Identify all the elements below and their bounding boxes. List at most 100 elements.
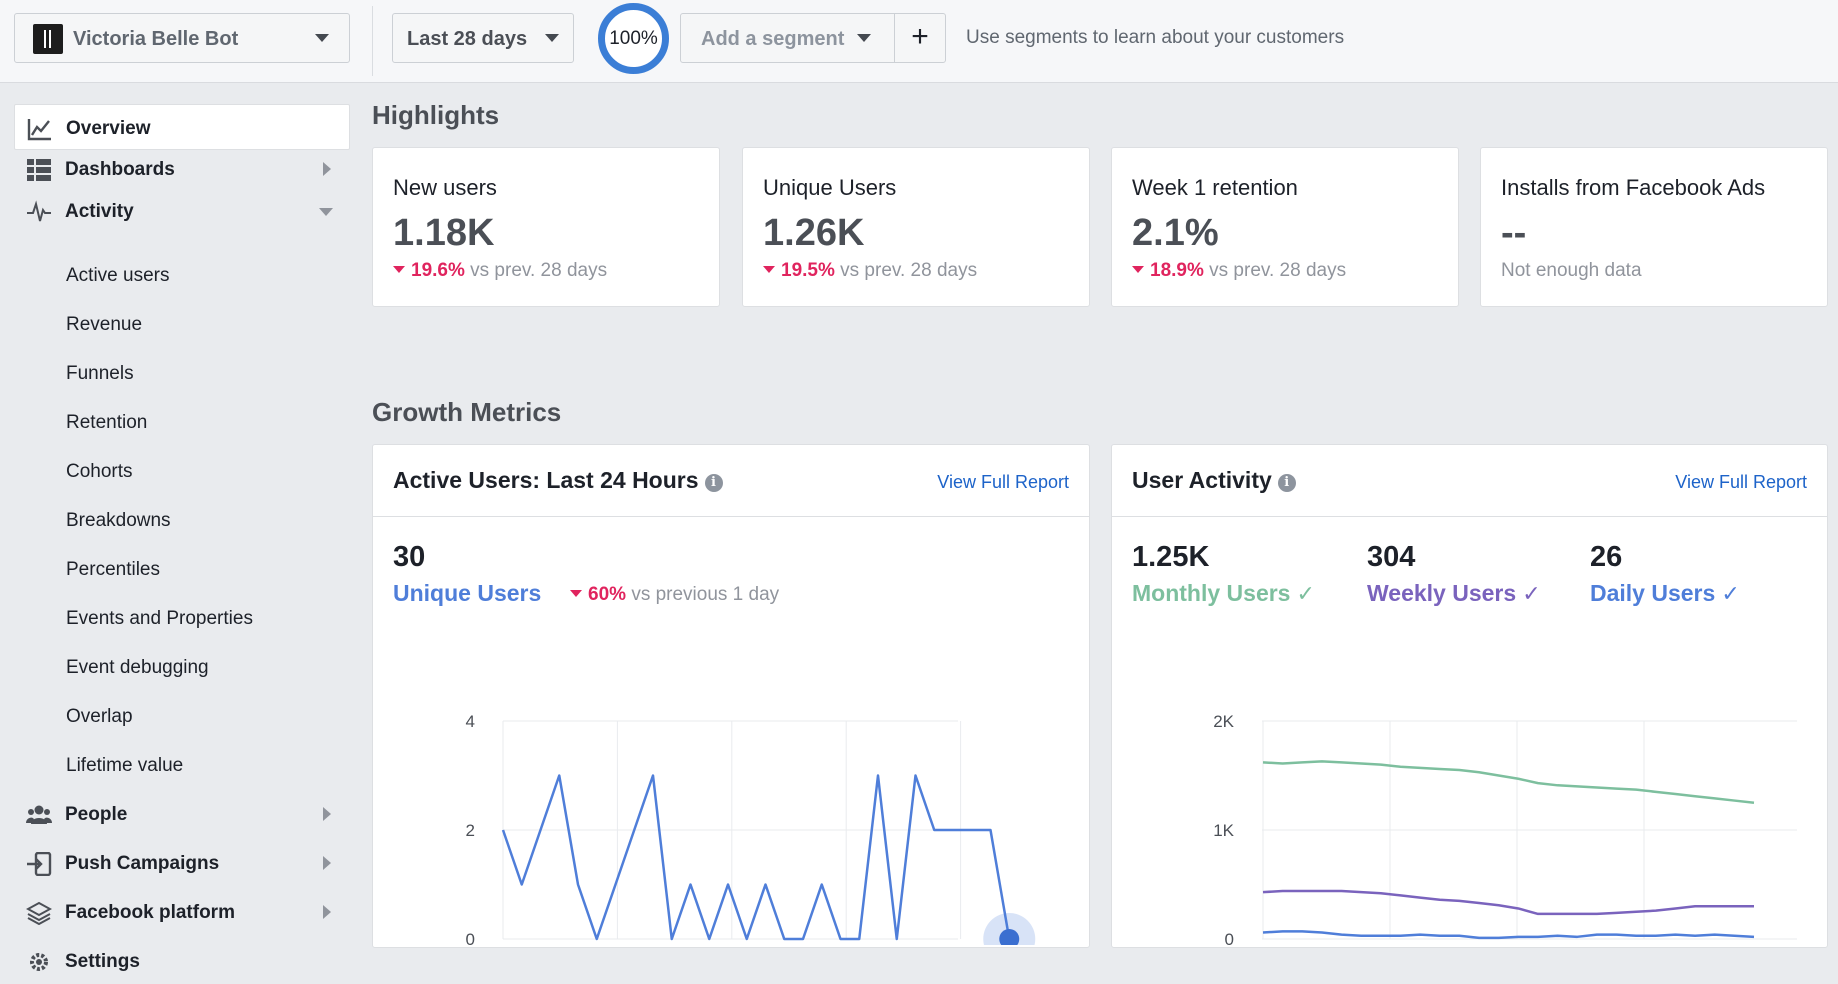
change-suffix: vs prev. 28 days bbox=[470, 260, 608, 281]
active-users-chart[interactable]: 42000:0006:0012:0018:0000:00 bbox=[373, 605, 1089, 945]
sidebar-item-overview[interactable]: Overview bbox=[14, 104, 350, 150]
trend-down-icon bbox=[1132, 266, 1144, 273]
app-logo bbox=[33, 24, 63, 54]
sidebar-subitem-retention[interactable]: Retention bbox=[66, 412, 148, 433]
card-title-text: Active Users: Last 24 Hours bbox=[393, 467, 699, 493]
sidebar-item-label: Overview bbox=[66, 118, 151, 139]
sidebar-item-activity[interactable]: Activity bbox=[14, 188, 350, 234]
highlight-value: -- bbox=[1501, 212, 1527, 254]
change-percent: 19.6% bbox=[411, 260, 465, 281]
card-header: Active Users: Last 24 Hours i View Full R… bbox=[373, 445, 1089, 517]
series-line bbox=[501, 774, 1011, 941]
sidebar-subitem-cohorts[interactable]: Cohorts bbox=[66, 461, 133, 482]
daily-users-value: 26 bbox=[1590, 541, 1623, 573]
sidebar-subitem-funnels[interactable]: Funnels bbox=[66, 363, 134, 384]
card-title-text: User Activity bbox=[1132, 467, 1272, 493]
series-line bbox=[1262, 889, 1754, 916]
sidebar-item-settings[interactable]: Settings bbox=[14, 938, 350, 984]
sidebar-item-dashboards[interactable]: Dashboards bbox=[14, 146, 350, 192]
gear-icon bbox=[30, 953, 48, 971]
weekly-users-toggle[interactable]: Weekly Users ✓ bbox=[1367, 580, 1541, 607]
sidebar-subitem-active-users[interactable]: Active users bbox=[66, 265, 170, 286]
highlight-value: 1.26K bbox=[763, 212, 865, 254]
layers-icon bbox=[26, 901, 52, 925]
pulse-icon bbox=[27, 200, 51, 222]
y-tick-label: 0 bbox=[466, 930, 475, 945]
change-percent: 18.9% bbox=[1150, 260, 1204, 281]
y-tick-label: 0 bbox=[1225, 930, 1234, 945]
sidebar-item-push-campaigns[interactable]: Push Campaigns bbox=[14, 840, 350, 886]
chevron-down-icon bbox=[857, 34, 871, 42]
chevron-down-icon bbox=[315, 34, 329, 42]
change-suffix: vs prev. 28 days bbox=[1209, 260, 1347, 281]
daily-users-toggle[interactable]: Daily Users ✓ bbox=[1590, 580, 1740, 607]
highlight-label: Installs from Facebook Ads bbox=[1501, 175, 1766, 200]
series-line bbox=[1262, 760, 1755, 804]
sidebar-subitem-lifetime-value[interactable]: Lifetime value bbox=[66, 755, 184, 776]
trend-down-icon bbox=[570, 590, 582, 597]
y-tick-label: 2K bbox=[1213, 712, 1234, 731]
sidebar-item-people[interactable]: People bbox=[14, 791, 350, 837]
line-chart-icon bbox=[27, 119, 51, 141]
monthly-users-toggle[interactable]: Monthly Users ✓ bbox=[1132, 580, 1315, 607]
growth-metrics-title: Growth Metrics bbox=[372, 397, 562, 427]
date-range-label: Last 28 days bbox=[407, 28, 528, 50]
info-icon[interactable]: i bbox=[1277, 474, 1296, 492]
sidebar-item-label: Push Campaigns bbox=[65, 853, 220, 874]
highlight-card-new-users[interactable]: New users 1.18K 19.6% vs prev. 28 days bbox=[372, 147, 720, 307]
view-full-report-link[interactable]: View Full Report bbox=[1675, 472, 1807, 492]
card-title: User Activity i bbox=[1132, 467, 1296, 494]
sidebar-item-facebook-platform[interactable]: Facebook platform bbox=[14, 889, 350, 935]
date-range-selector[interactable]: Last 28 days bbox=[392, 13, 574, 63]
highlights-title: Highlights bbox=[372, 100, 500, 130]
highlight-card-unique-users[interactable]: Unique Users 1.26K 19.5% vs prev. 28 day… bbox=[742, 147, 1090, 307]
check-icon: ✓ bbox=[1522, 581, 1541, 606]
add-segment-dropdown[interactable]: Add a segment bbox=[680, 13, 895, 63]
chevron-right-icon bbox=[323, 807, 331, 821]
user-activity-chart[interactable]: 2K1K019 March26 March2 April9 April bbox=[1112, 605, 1827, 945]
metric-label: Monthly Users bbox=[1132, 580, 1291, 606]
highlight-value: 2.1% bbox=[1132, 212, 1219, 254]
chevron-right-icon bbox=[323, 905, 331, 919]
top-bar: Victoria Belle Bot Last 28 days 100% Add… bbox=[0, 0, 1838, 83]
weekly-users-value: 304 bbox=[1367, 541, 1416, 573]
chevron-right-icon bbox=[323, 162, 331, 176]
chevron-right-icon bbox=[323, 856, 331, 870]
series-line bbox=[1262, 930, 1755, 940]
sidebar: Overview Dashboards Activity Active user… bbox=[0, 84, 360, 972]
unique-users-value: 30 bbox=[393, 541, 426, 573]
card-title: Active Users: Last 24 Hours i bbox=[393, 467, 723, 494]
highlight-note: Not enough data bbox=[1501, 260, 1642, 281]
sidebar-subitem-revenue[interactable]: Revenue bbox=[66, 314, 143, 335]
sidebar-item-label: People bbox=[65, 804, 128, 825]
divider bbox=[372, 6, 373, 76]
y-tick-label: 4 bbox=[466, 712, 475, 731]
y-tick-label: 1K bbox=[1213, 821, 1234, 840]
check-icon: ✓ bbox=[1721, 581, 1740, 606]
sample-percent-label: 100% bbox=[609, 28, 658, 49]
change-suffix: vs prev. 28 days bbox=[840, 260, 978, 281]
check-icon: ✓ bbox=[1296, 581, 1315, 606]
grid-icon bbox=[27, 159, 51, 181]
sidebar-subitem-overlap[interactable]: Overlap bbox=[66, 706, 133, 727]
chevron-down-icon bbox=[319, 208, 333, 216]
sidebar-item-label: Activity bbox=[65, 201, 134, 222]
change-percent: 19.5% bbox=[781, 260, 835, 281]
people-icon bbox=[26, 805, 52, 824]
app-selector[interactable]: Victoria Belle Bot bbox=[14, 13, 350, 63]
segment-hint: Use segments to learn about your custome… bbox=[966, 27, 1345, 48]
highlight-label: New users bbox=[393, 175, 497, 200]
sidebar-subitem-breakdowns[interactable]: Breakdowns bbox=[66, 510, 171, 531]
sidebar-subitem-percentiles[interactable]: Percentiles bbox=[66, 559, 160, 580]
sample-percent-indicator[interactable]: 100% bbox=[598, 3, 669, 74]
trend-down-icon bbox=[393, 266, 405, 273]
sidebar-subitem-events-properties[interactable]: Events and Properties bbox=[66, 608, 253, 629]
view-full-report-link[interactable]: View Full Report bbox=[937, 472, 1069, 492]
highlight-card-week1-retention[interactable]: Week 1 retention 2.1% 18.9% vs prev. 28 … bbox=[1111, 147, 1459, 307]
info-icon[interactable]: i bbox=[704, 474, 723, 492]
sidebar-item-label: Dashboards bbox=[65, 159, 175, 180]
highlight-card-fb-installs[interactable]: Installs from Facebook Ads -- Not enough… bbox=[1480, 147, 1828, 307]
highlight-change: 19.5% vs prev. 28 days bbox=[763, 260, 977, 282]
sidebar-subitem-event-debugging[interactable]: Event debugging bbox=[66, 657, 209, 678]
add-segment-button[interactable]: + bbox=[894, 13, 946, 63]
